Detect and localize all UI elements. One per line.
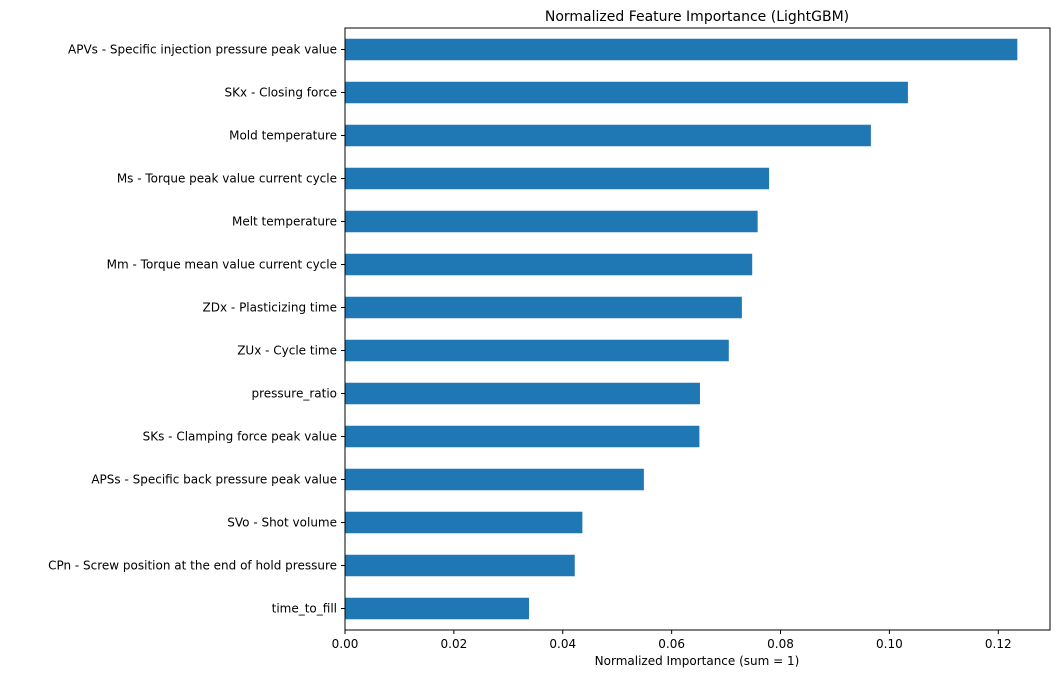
x-tick-label: 0.12	[985, 637, 1012, 651]
y-axis-ticks: APVs - Specific injection pressure peak …	[48, 43, 345, 616]
bar	[345, 38, 1018, 61]
y-tick-label: Mm - Torque mean value current cycle	[107, 258, 337, 272]
bar	[345, 210, 758, 233]
y-tick-label: Melt temperature	[232, 215, 337, 229]
x-tick-label: 0.00	[332, 637, 359, 651]
plot-frame	[344, 27, 1051, 631]
x-tick-label: 0.10	[876, 637, 903, 651]
bar	[345, 554, 575, 577]
bar	[345, 468, 644, 491]
y-tick-label: SKs - Clamping force peak value	[143, 430, 337, 444]
y-tick-label: pressure_ratio	[252, 387, 338, 401]
y-tick-label: APVs - Specific injection pressure peak …	[68, 43, 337, 57]
y-tick-label: ZDx - Plasticizing time	[203, 301, 337, 315]
y-tick-label: CPn - Screw position at the end of hold …	[48, 559, 337, 573]
bar	[345, 425, 700, 448]
x-tick-label: 0.08	[767, 637, 794, 651]
x-tick-label: 0.06	[658, 637, 685, 651]
y-tick-label: time_to_fill	[272, 602, 337, 616]
y-tick-label: Mold temperature	[229, 129, 337, 143]
y-tick-label: Ms - Torque peak value current cycle	[117, 172, 337, 186]
bar	[345, 382, 700, 405]
y-tick-label: APSs - Specific back pressure peak value	[91, 473, 337, 487]
x-axis-ticks: 0.00 0.02 0.04 0.06 0.08 0.10 0.12	[332, 630, 1012, 651]
bar	[345, 511, 583, 534]
bar	[345, 124, 871, 147]
chart-title: Normalized Feature Importance (LightGBM)	[545, 9, 849, 25]
bar	[345, 597, 530, 620]
bars-group	[345, 38, 1018, 620]
bar	[345, 339, 729, 362]
bar	[345, 167, 770, 190]
bar	[345, 253, 753, 276]
x-axis-label: Normalized Importance (sum = 1)	[595, 654, 800, 668]
bar	[345, 296, 742, 319]
bar	[345, 81, 908, 104]
x-tick-label: 0.04	[549, 637, 576, 651]
x-tick-label: 0.02	[441, 637, 468, 651]
y-tick-label: ZUx - Cycle time	[237, 344, 337, 358]
y-tick-label: SKx - Closing force	[225, 86, 337, 100]
y-tick-label: SVo - Shot volume	[227, 516, 337, 530]
